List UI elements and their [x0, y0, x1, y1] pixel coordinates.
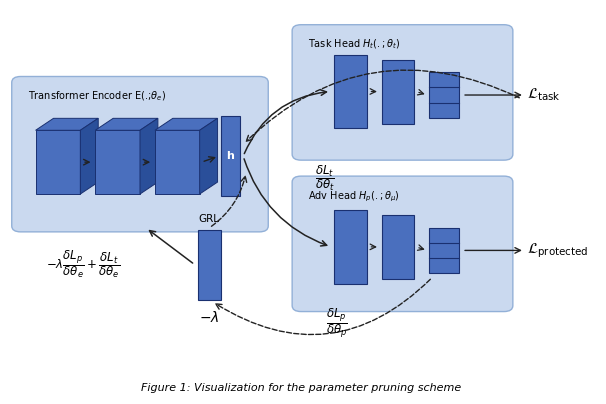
Polygon shape	[95, 130, 140, 194]
Text: $\dfrac{\delta L_t}{\delta \theta_t}$: $\dfrac{\delta L_t}{\delta \theta_t}$	[315, 163, 335, 193]
Bar	[429, 72, 459, 118]
Text: Figure 1: Visualization for the parameter pruning scheme: Figure 1: Visualization for the paramete…	[141, 383, 461, 393]
FancyBboxPatch shape	[12, 76, 268, 232]
Text: h: h	[227, 151, 235, 161]
Polygon shape	[81, 118, 98, 194]
Polygon shape	[95, 118, 158, 130]
Polygon shape	[155, 118, 218, 130]
Bar	[198, 230, 221, 300]
Text: GRL: GRL	[199, 214, 220, 224]
Bar	[334, 55, 367, 128]
Polygon shape	[155, 130, 199, 194]
Polygon shape	[199, 118, 218, 194]
Text: $\mathcal{L}_{\rm task}$: $\mathcal{L}_{\rm task}$	[527, 87, 561, 103]
Polygon shape	[140, 118, 158, 194]
Text: Adv Head $H_p(.;\theta_\mu)$: Adv Head $H_p(.;\theta_\mu)$	[308, 189, 400, 204]
Text: $\mathcal{L}_{\rm protected}$: $\mathcal{L}_{\rm protected}$	[527, 241, 588, 260]
Bar	[382, 215, 415, 279]
Text: $-\lambda$: $-\lambda$	[199, 309, 219, 324]
Bar	[221, 116, 240, 196]
Text: $\dfrac{\delta L_p}{\delta \theta_p}$: $\dfrac{\delta L_p}{\delta \theta_p}$	[326, 307, 348, 341]
Bar	[334, 210, 367, 284]
Text: Task Head $H_t(.;\theta_t)$: Task Head $H_t(.;\theta_t)$	[308, 38, 401, 51]
Polygon shape	[36, 118, 98, 130]
Bar	[429, 227, 459, 274]
Bar	[382, 60, 415, 124]
FancyBboxPatch shape	[292, 176, 513, 311]
Polygon shape	[36, 130, 81, 194]
Text: $-\lambda\dfrac{\delta L_p}{\delta \theta_e}+\dfrac{\delta L_t}{\delta \theta_e}: $-\lambda\dfrac{\delta L_p}{\delta \thet…	[46, 248, 121, 280]
FancyBboxPatch shape	[292, 25, 513, 160]
Text: Transformer Encoder E(.;$\theta_e$): Transformer Encoder E(.;$\theta_e$)	[28, 90, 166, 103]
